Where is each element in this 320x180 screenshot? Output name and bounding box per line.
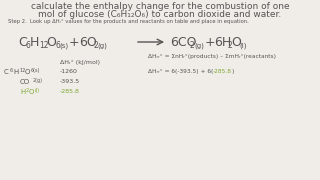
Text: O: O <box>46 35 56 48</box>
Text: C: C <box>4 69 9 75</box>
Text: (g): (g) <box>97 43 107 49</box>
Text: -285.8: -285.8 <box>213 69 232 74</box>
Text: CO: CO <box>20 79 30 85</box>
Text: 6: 6 <box>55 42 60 51</box>
Text: 6O: 6O <box>79 35 97 48</box>
Text: 6(s): 6(s) <box>31 68 40 73</box>
Text: 12: 12 <box>39 42 49 51</box>
Text: 2: 2 <box>190 42 195 51</box>
Text: (g): (g) <box>194 43 204 49</box>
Text: calculate the enthalpy change for the combustion of one: calculate the enthalpy change for the co… <box>31 2 289 11</box>
Text: 12: 12 <box>19 68 25 73</box>
Text: +: + <box>69 35 80 48</box>
Text: +: + <box>205 35 216 48</box>
Text: -285.8: -285.8 <box>60 89 80 94</box>
Text: 6: 6 <box>10 68 13 73</box>
Text: O: O <box>231 35 241 48</box>
Text: ΔHᵣ° (kJ/mol): ΔHᵣ° (kJ/mol) <box>60 60 100 65</box>
Text: 2: 2 <box>227 42 232 51</box>
Text: H: H <box>20 89 25 95</box>
Text: 6CO: 6CO <box>170 35 196 48</box>
Text: 2: 2 <box>93 42 98 51</box>
Text: 6H: 6H <box>214 35 231 48</box>
Text: ΔHᵣᵣ° = 6(-393.5) + 6(: ΔHᵣᵣ° = 6(-393.5) + 6( <box>148 69 213 74</box>
Text: -1260: -1260 <box>60 69 78 74</box>
Text: 6: 6 <box>26 42 31 51</box>
Text: (s): (s) <box>59 43 68 49</box>
Text: C: C <box>18 35 27 48</box>
Text: ): ) <box>232 69 234 74</box>
Text: 2(g): 2(g) <box>33 78 43 83</box>
Text: 2: 2 <box>26 88 29 93</box>
Text: mol of glucose (C₆H₁₂O₆) to carbon dioxide and water.: mol of glucose (C₆H₁₂O₆) to carbon dioxi… <box>38 10 282 19</box>
Text: O: O <box>29 89 34 95</box>
Text: Step 2.  Look up ΔHᵣ° values for the products and reactants on table and place i: Step 2. Look up ΔHᵣ° values for the prod… <box>8 19 249 24</box>
Text: H: H <box>13 69 18 75</box>
Text: (l): (l) <box>239 43 246 49</box>
Text: ΔHᵣᵣ° = ΣnHᵣ°(products) – ΣmHᵣ°(reactants): ΔHᵣᵣ° = ΣnHᵣ°(products) – ΣmHᵣ°(reactant… <box>148 54 276 59</box>
Text: -393.5: -393.5 <box>60 79 80 84</box>
Text: H: H <box>30 35 39 48</box>
Text: (l): (l) <box>35 88 40 93</box>
Text: O: O <box>25 69 30 75</box>
